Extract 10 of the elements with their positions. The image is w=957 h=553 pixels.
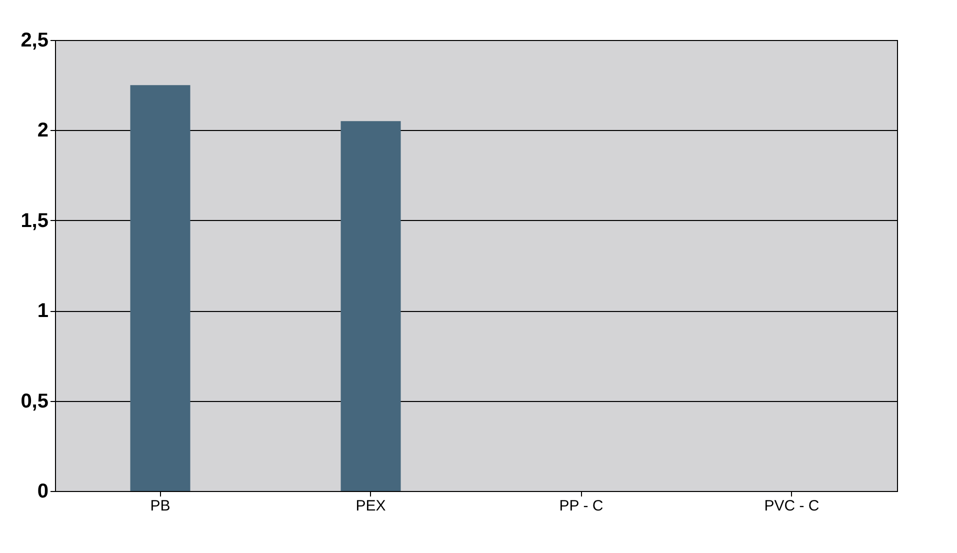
y-tick-label: 0 (37, 480, 48, 502)
x-tick-label: PP - C (559, 498, 604, 514)
y-tick-label: 1,5 (20, 210, 48, 232)
x-tick-label: PEX (356, 498, 386, 514)
x-tick-label: PB (150, 498, 170, 514)
y-tick-label: 0,5 (20, 390, 48, 412)
x-tick-label: PVC - C (764, 498, 820, 514)
y-tick-label: 2 (37, 120, 48, 142)
y-tick-label: 2,5 (20, 30, 48, 52)
y-tick-label: 1 (37, 300, 48, 322)
